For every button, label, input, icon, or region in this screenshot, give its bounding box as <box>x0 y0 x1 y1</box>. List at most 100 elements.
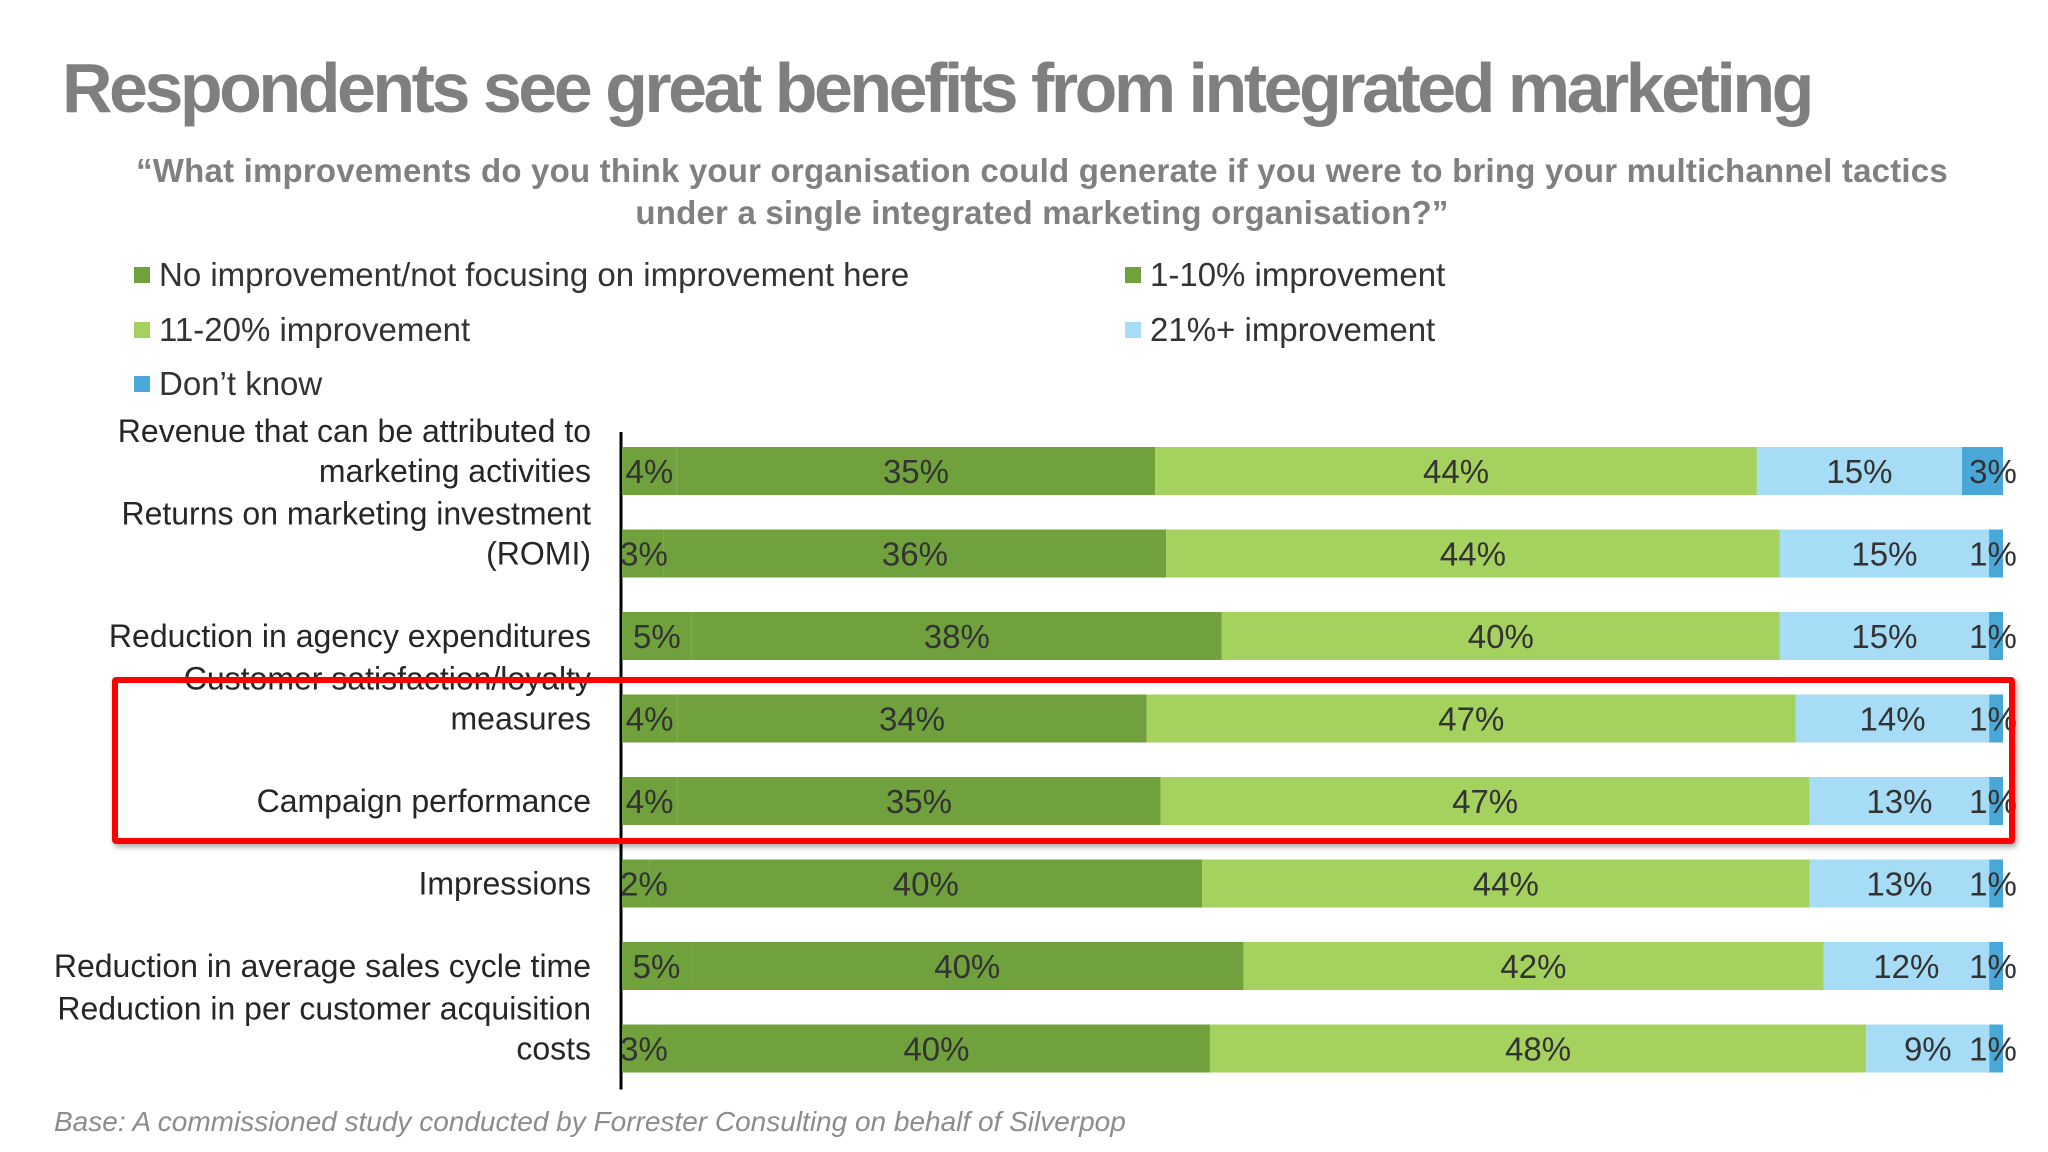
bar-segment <box>1989 694 2003 743</box>
data-label: 1% <box>1969 783 2017 820</box>
bar-segment <box>1809 777 1990 825</box>
bar-segment <box>663 1024 1210 1073</box>
data-label: 34% <box>879 701 945 738</box>
bar-segment <box>1866 1024 1990 1073</box>
legend-item-1-10: 1-10% improvement <box>1125 256 1445 294</box>
data-label: 35% <box>886 783 952 820</box>
bar-segment <box>1756 447 1962 495</box>
category-label: Impressions <box>419 866 592 902</box>
data-label: 15% <box>1851 536 1917 573</box>
category-label-line: Reduction in per customer acquisition <box>57 991 591 1027</box>
category-label: Revenue that can be attributed to marketi… <box>118 413 591 489</box>
legend-swatch <box>134 322 150 338</box>
category-label-line: Impressions <box>419 866 592 902</box>
data-label: 4% <box>626 701 674 738</box>
bar-segment <box>1823 942 1990 990</box>
data-label: 13% <box>1866 866 1932 903</box>
category-label-line: Campaign performance <box>257 783 591 819</box>
data-label: 9% <box>1904 1031 1952 1068</box>
legend-label: No improvement/not focusing on improveme… <box>159 256 910 293</box>
bar-segment <box>622 529 664 578</box>
legend-swatch <box>134 376 150 392</box>
data-label: 1% <box>1969 536 2017 573</box>
data-label: 40% <box>903 1031 969 1068</box>
legend-label: 21%+ improvement <box>1150 311 1436 348</box>
category-label-line: Revenue that can be attributed to <box>118 413 591 449</box>
bar-segment <box>1160 777 1810 825</box>
data-label: 1% <box>1969 618 2017 655</box>
data-label: 42% <box>1500 948 1566 985</box>
category-label-line: (ROMI) <box>486 536 591 572</box>
survey-question-line-1: “What improvements do you think your org… <box>136 152 1948 189</box>
bar-segment <box>1166 529 1780 578</box>
bar-segment <box>1989 529 2003 578</box>
data-label: 1% <box>1969 1031 2017 1068</box>
category-label: Campaign performance <box>257 783 591 819</box>
legend-swatch <box>1125 267 1141 283</box>
data-label: 1% <box>1969 701 2017 738</box>
bar-segment <box>1989 859 2003 908</box>
bar-segment <box>622 1024 664 1073</box>
data-label: 44% <box>1473 866 1539 903</box>
category-label: Reduction in average sales cycle time <box>54 948 591 984</box>
data-label: 47% <box>1452 783 1518 820</box>
data-label: 3% <box>620 1031 668 1068</box>
data-label: 1% <box>1969 948 2017 985</box>
data-label: 14% <box>1859 701 1925 738</box>
legend-swatch <box>134 267 150 283</box>
bar-segment <box>1989 777 2003 825</box>
bar-segment <box>1243 942 1824 990</box>
slide-title: Respondents see great benefits from inte… <box>62 49 1814 127</box>
legend-label: Don’t know <box>159 365 323 402</box>
legend-item-11-20: 11-20% improvement <box>134 311 470 349</box>
legend-label: 11-20% improvement <box>159 311 471 348</box>
data-label: 13% <box>1866 783 1932 820</box>
category-label: Returns on marketing investment (ROMI) <box>121 496 591 572</box>
bar-segment <box>1779 529 1990 578</box>
bar-segment <box>1779 612 1990 660</box>
bar-segment <box>676 447 1156 495</box>
category-label-line: marketing activities <box>319 453 591 489</box>
category-label-line: Reduction in average sales cycle time <box>54 948 591 984</box>
bar-segment <box>1809 859 1990 908</box>
bar-segment <box>649 859 1203 908</box>
bar-segment <box>1961 447 2003 495</box>
data-label: 4% <box>625 453 673 490</box>
bar-segment <box>622 859 650 908</box>
bar-segment <box>663 529 1167 578</box>
category-label-line: Returns on marketing investment <box>121 496 591 532</box>
legend-item-dont-know: Don’t know <box>134 365 322 403</box>
bar-segment <box>1989 612 2003 660</box>
bar-segment <box>1221 612 1780 660</box>
category-label-line: Reduction in agency expenditures <box>109 618 591 654</box>
bar-segment <box>1209 1024 1867 1073</box>
bar-segment <box>622 612 692 660</box>
data-label: 40% <box>934 948 1000 985</box>
data-label: 5% <box>633 618 681 655</box>
data-label: 36% <box>882 536 948 573</box>
bar-segment <box>1146 694 1796 743</box>
legend-item-no-improvement: No improvement/not focusing on improveme… <box>134 256 909 294</box>
category-label-line: measures <box>451 701 592 737</box>
data-label: 12% <box>1873 948 1939 985</box>
category-label-line: costs <box>516 1031 591 1067</box>
bar-segment <box>622 942 692 990</box>
data-label: 47% <box>1438 701 1504 738</box>
base-note: Base: A commissioned study conducted by … <box>54 1106 1126 1137</box>
bar-segment <box>677 777 1161 825</box>
bar-segment <box>622 447 677 495</box>
bar-segment <box>622 694 678 743</box>
data-label: 48% <box>1505 1031 1571 1068</box>
data-label: 44% <box>1440 536 1506 573</box>
data-label: 35% <box>883 453 949 490</box>
bar-segment <box>1989 1024 2003 1073</box>
bar-segment <box>691 612 1222 660</box>
data-label: 3% <box>1969 453 2017 490</box>
bar-segment <box>691 942 1244 990</box>
data-label: 15% <box>1851 618 1917 655</box>
highlight-box <box>112 677 2015 844</box>
bar-segment <box>1989 942 2003 990</box>
legend-swatch <box>1125 322 1141 338</box>
bar-segment <box>1202 859 1810 908</box>
